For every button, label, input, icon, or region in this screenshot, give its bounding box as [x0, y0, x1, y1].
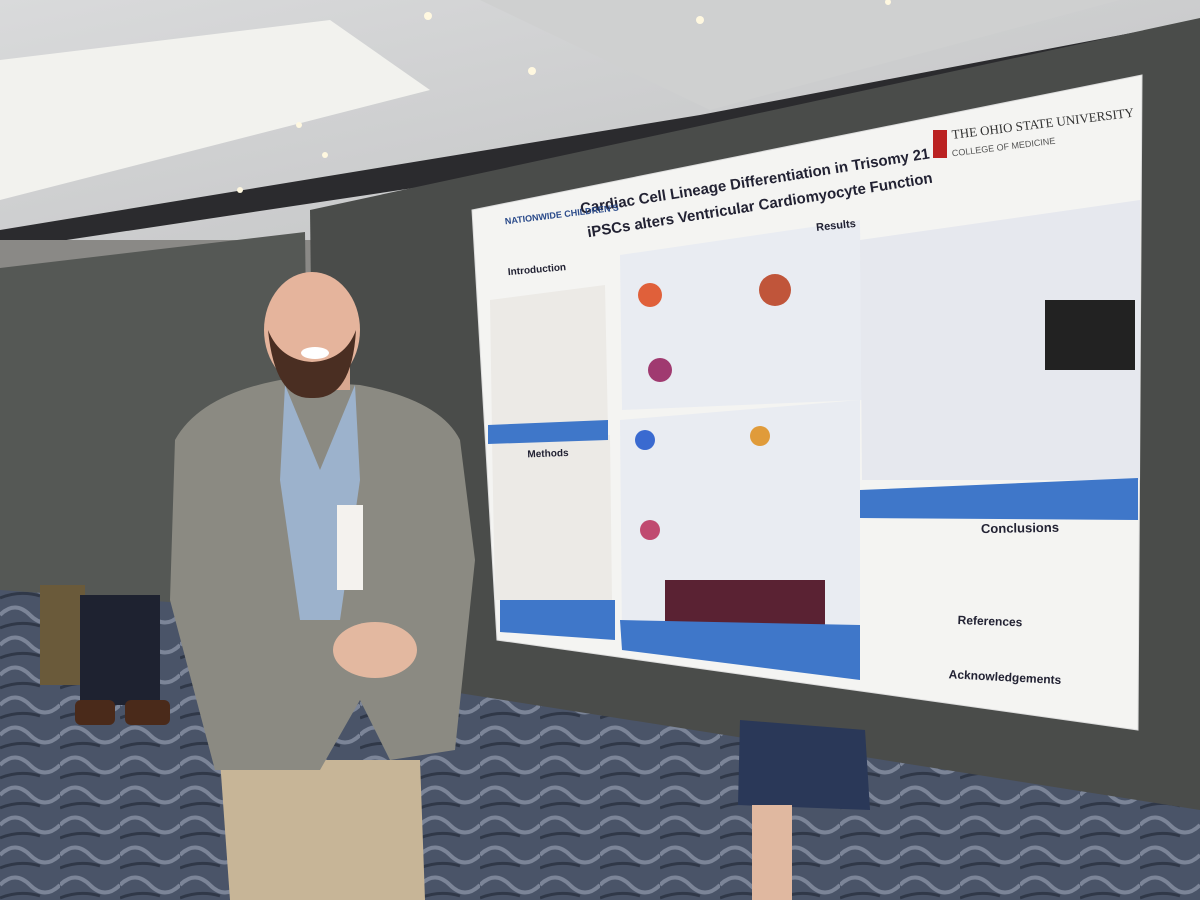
section-heading: References: [957, 613, 1022, 629]
section-heading: Introduction: [507, 262, 566, 278]
poster-figures: [488, 130, 1140, 680]
background-people: [40, 585, 870, 900]
ceiling-soffit: [480, 0, 1120, 110]
section-heading: Methods: [527, 448, 569, 460]
ceiling-lights: [237, 0, 891, 193]
crown-molding: [0, 20, 1200, 250]
ceiling-panel: [0, 20, 430, 200]
section-heading: Results: [816, 218, 857, 234]
section-heading: Conclusions: [981, 520, 1059, 536]
section-heading: Acknowledgements: [948, 667, 1062, 687]
person: [170, 272, 475, 900]
